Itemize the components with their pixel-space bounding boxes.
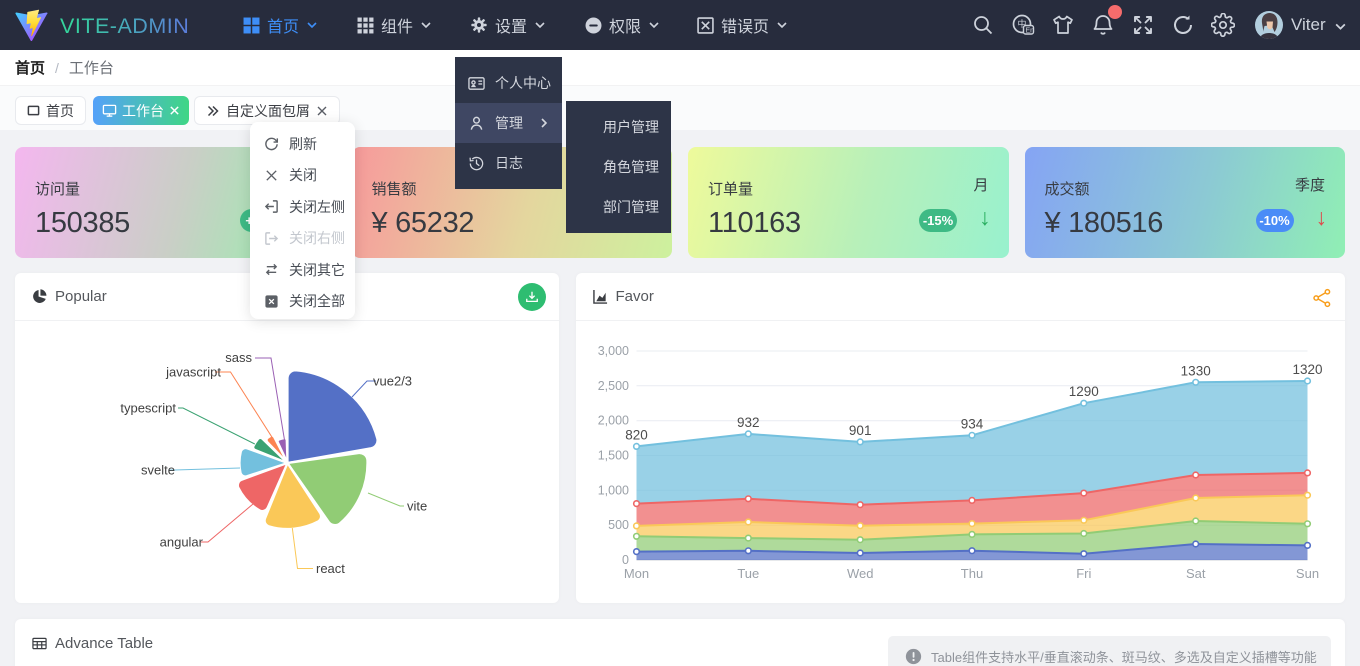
svg-text:Mon: Mon [623,566,648,581]
svg-text:1,000: 1,000 [597,483,628,497]
svg-text:901: 901 [848,423,871,438]
svg-text:En: En [1026,28,1035,35]
svg-text:typescript: typescript [120,401,176,416]
svg-text:934: 934 [960,416,983,431]
svg-text:svelte: svelte [141,463,175,478]
svg-text:Thu: Thu [960,566,982,581]
svg-text:vite: vite [407,499,427,514]
svg-text:2,500: 2,500 [597,379,628,393]
svg-text:1290: 1290 [1068,384,1098,399]
svg-text:1320: 1320 [1292,362,1322,377]
svg-text:Sun: Sun [1295,566,1318,581]
svg-text:vue2/3: vue2/3 [373,374,412,389]
svg-text:sass: sass [225,350,252,365]
svg-text:3,000: 3,000 [597,344,628,358]
svg-text:Tue: Tue [737,566,759,581]
svg-text:0: 0 [622,553,629,567]
svg-text:1330: 1330 [1180,363,1210,378]
svg-text:2,000: 2,000 [597,414,628,428]
svg-text:Fri: Fri [1076,566,1091,581]
svg-text:Sat: Sat [1185,566,1205,581]
svg-text:932: 932 [737,415,760,430]
svg-text:中: 中 [1018,18,1027,29]
svg-text:500: 500 [608,518,629,532]
svg-text:820: 820 [625,427,648,442]
svg-text:Wed: Wed [846,566,873,581]
svg-text:1,500: 1,500 [597,449,628,463]
svg-text:react: react [316,561,345,576]
svg-text:javascript: javascript [165,365,221,380]
svg-text:angular: angular [160,535,204,550]
